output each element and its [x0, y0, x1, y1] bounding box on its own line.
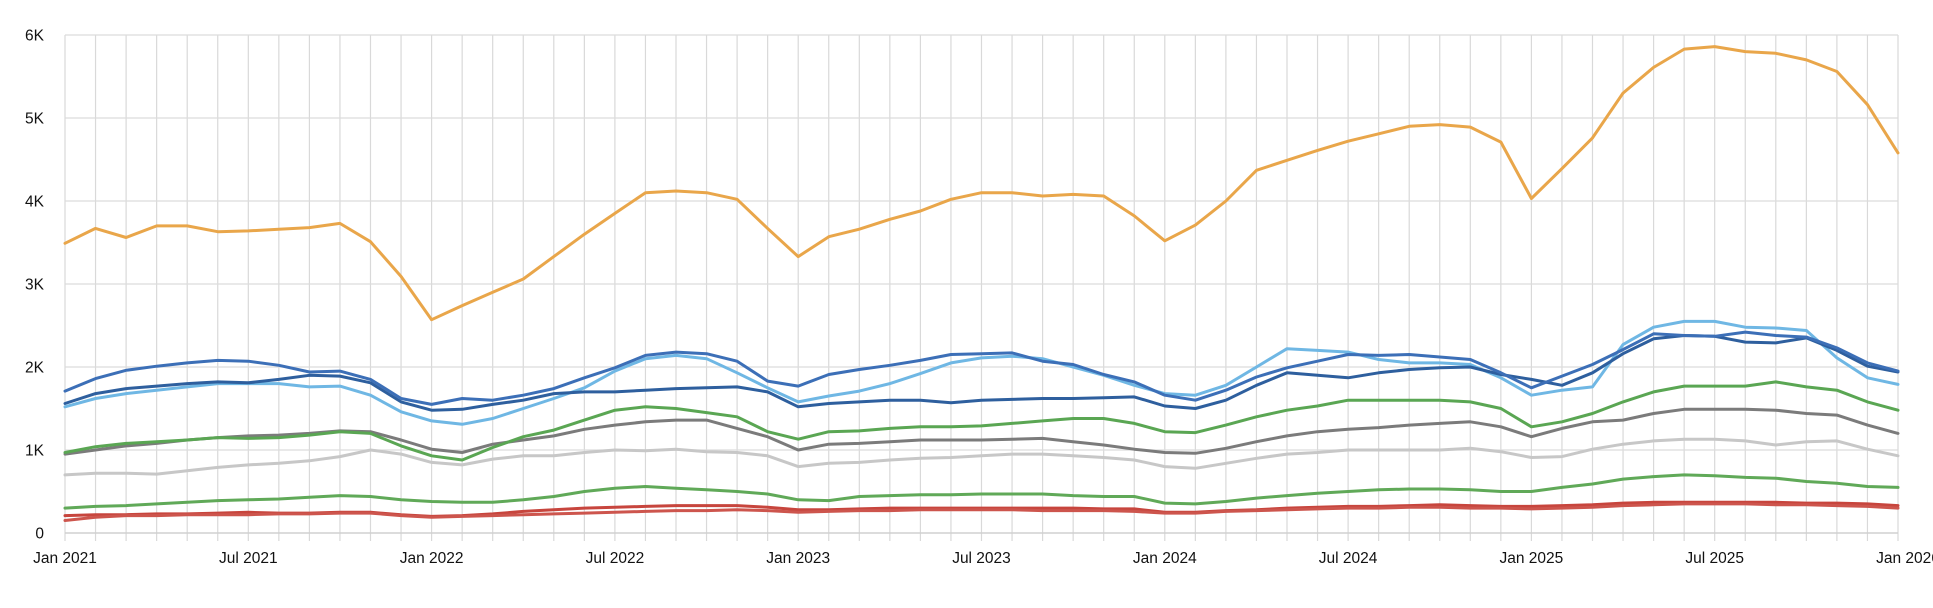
- y-axis-tick-label: 5K: [25, 111, 45, 128]
- x-axis-tick-label: Jul 2021: [219, 550, 278, 567]
- y-axis-tick-label: 3K: [25, 277, 45, 294]
- x-axis-tick-label: Jul 2024: [1319, 550, 1378, 567]
- series-line-dark-blue-lower: [63, 334, 1900, 412]
- series-line-green-lower: [63, 473, 1900, 510]
- x-axis-tick-label: Jan 2025: [1500, 550, 1564, 567]
- y-axis-tick-label: 6K: [25, 28, 45, 45]
- x-axis-tick-label: Jan 2024: [1133, 550, 1197, 567]
- x-axis-tick-label: Jul 2023: [952, 550, 1011, 567]
- series-line-orange: [63, 45, 1900, 322]
- y-axis-tick-label: 0: [35, 526, 44, 543]
- x-axis-tick-label: Jul 2022: [586, 550, 645, 567]
- y-axis-tick-label: 4K: [25, 194, 45, 211]
- y-axis-tick-label: 2K: [25, 360, 45, 377]
- series-line-red-lower: [63, 502, 1900, 522]
- x-axis-tick-label: Jan 2026: [1876, 550, 1933, 567]
- x-axis-tick-label: Jan 2022: [400, 550, 464, 567]
- y-axis-tick-label: 1K: [25, 443, 45, 460]
- x-axis-tick-label: Jul 2025: [1685, 550, 1744, 567]
- series-line-light-gray: [63, 437, 1900, 477]
- series-line-dark-blue-upper: [63, 330, 1900, 406]
- x-axis-tick-label: Jan 2023: [766, 550, 830, 567]
- series-line-dark-gray: [63, 407, 1900, 456]
- series-line-light-blue: [63, 319, 1900, 426]
- series-line-green-upper: [63, 380, 1900, 462]
- x-axis-tick-label: Jan 2021: [33, 550, 97, 567]
